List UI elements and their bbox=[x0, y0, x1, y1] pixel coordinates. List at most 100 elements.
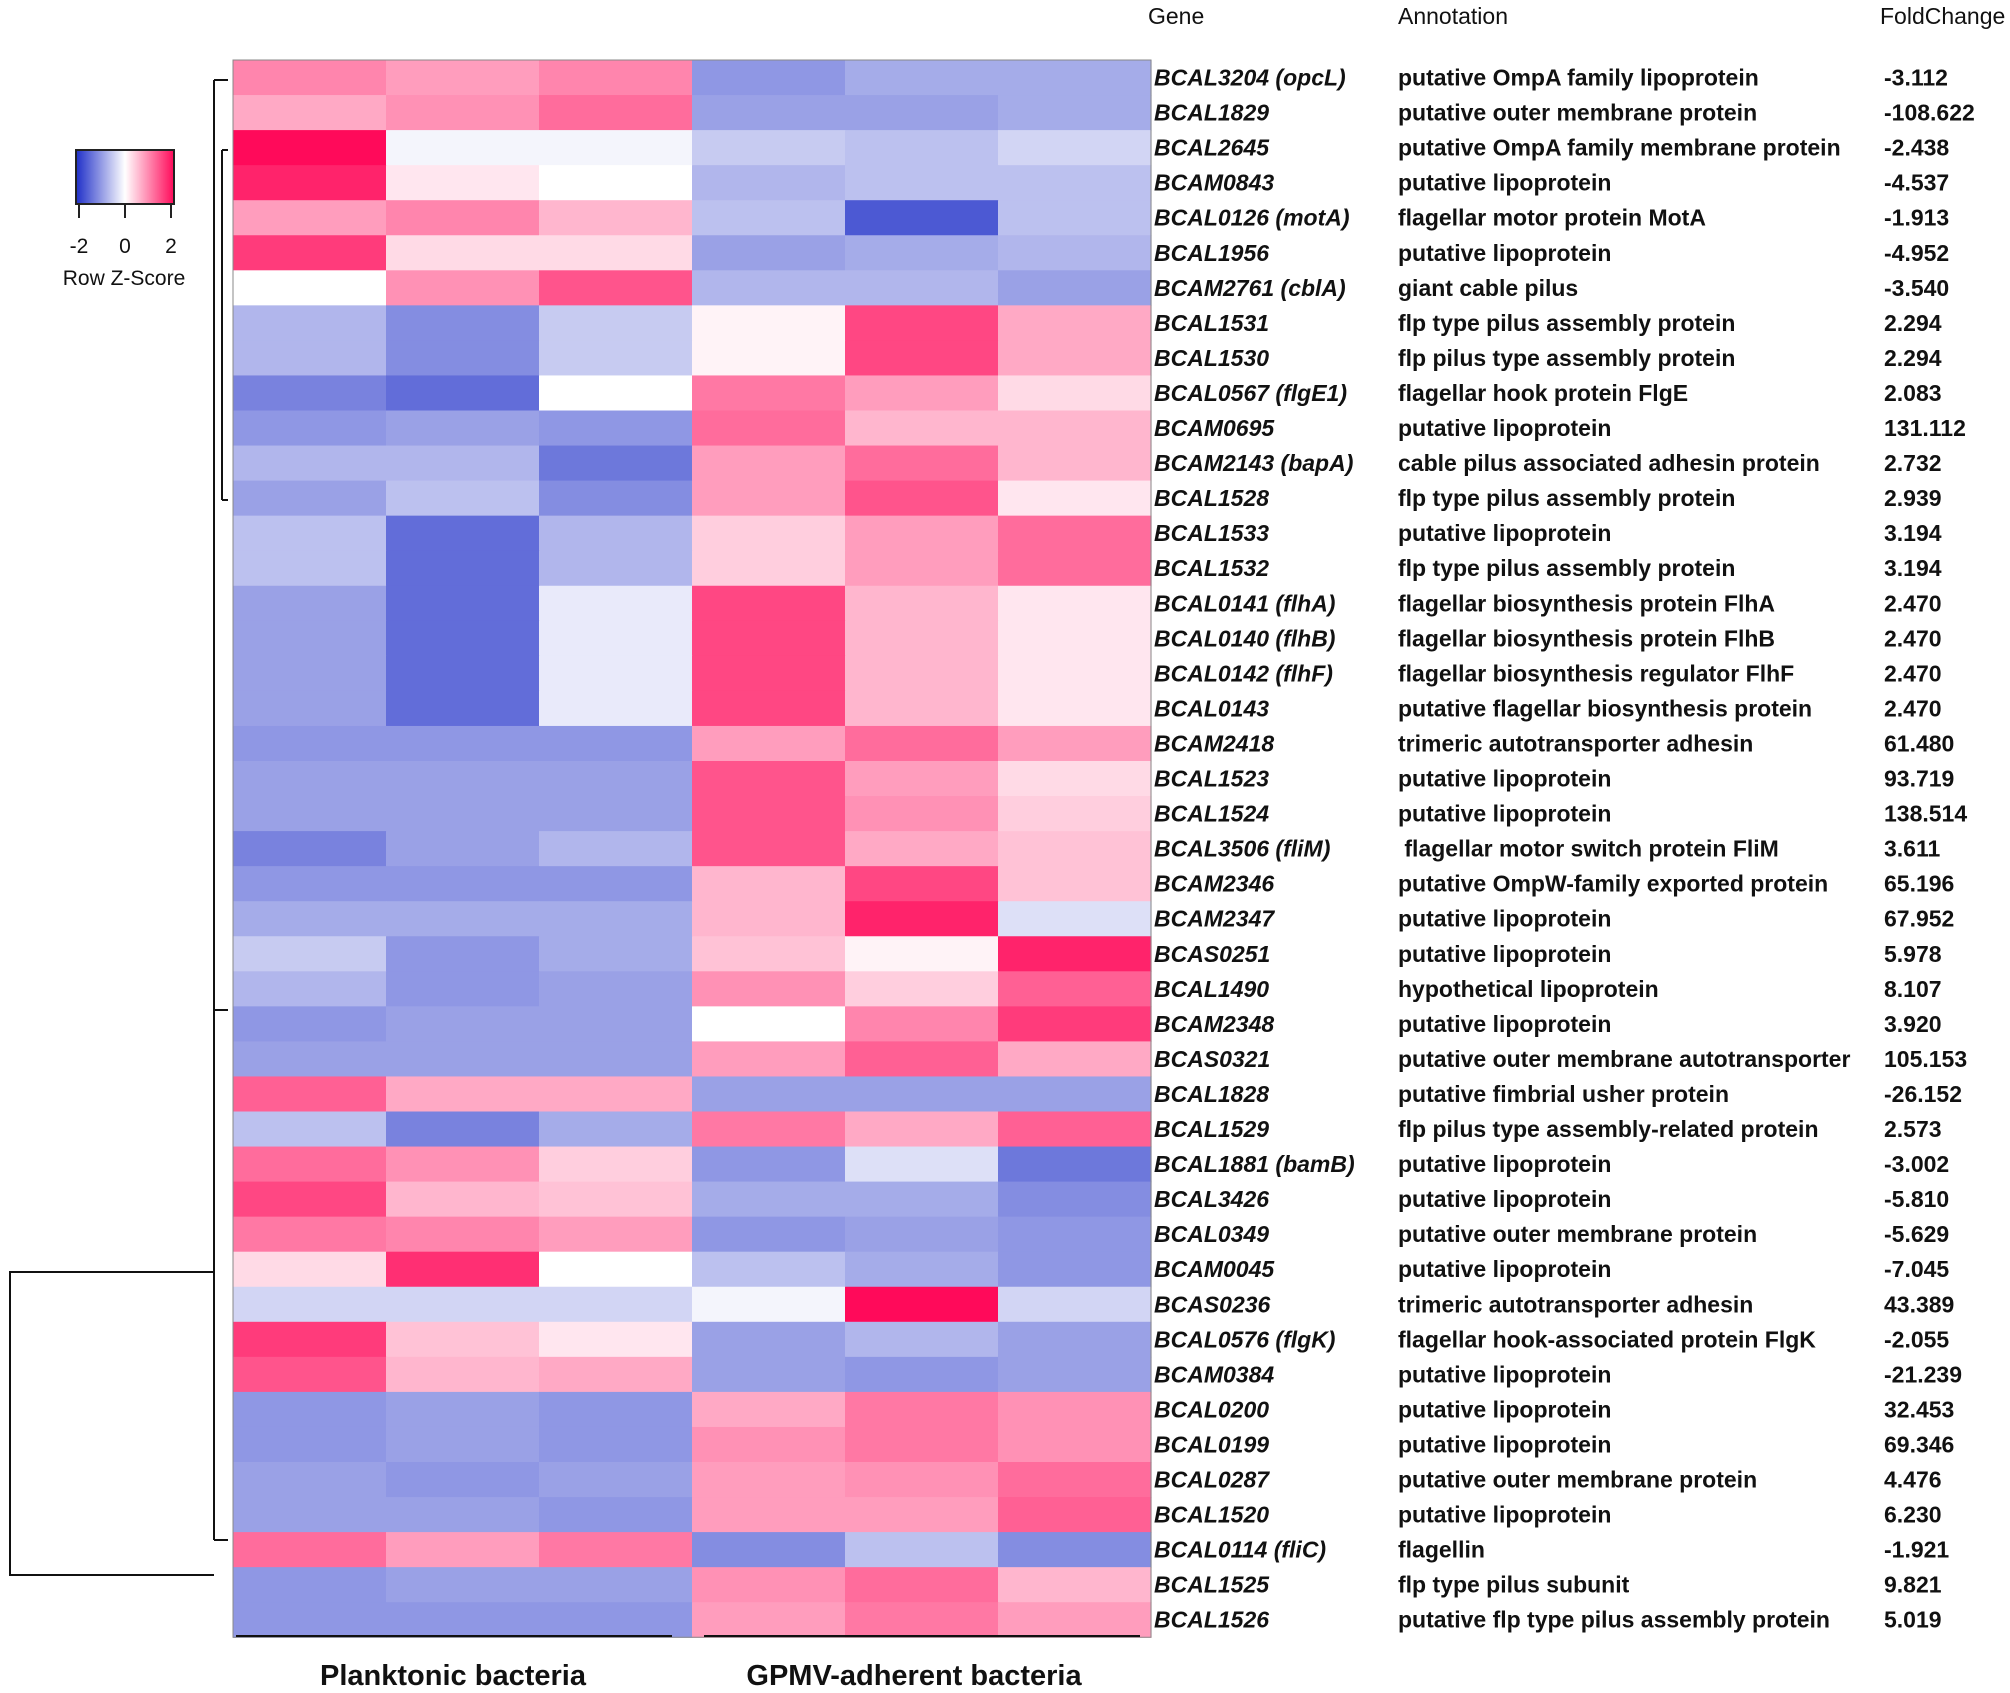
heatmap-cell bbox=[539, 1391, 693, 1428]
heatmap-cell bbox=[539, 1462, 693, 1498]
heatmap-cell bbox=[233, 375, 387, 412]
heatmap-cell bbox=[998, 1497, 1152, 1533]
heatmap-cell bbox=[692, 1041, 846, 1078]
row-fold-change-label: -1.921 bbox=[1884, 1537, 1949, 1563]
heatmap-cell bbox=[692, 1111, 846, 1148]
row-fold-change-label: -5.629 bbox=[1884, 1221, 1949, 1247]
heatmap-cell bbox=[539, 1216, 693, 1253]
heatmap-cell bbox=[845, 1356, 999, 1393]
row-fold-change-label: -1.913 bbox=[1884, 205, 1949, 231]
heatmap-cell bbox=[233, 340, 387, 377]
color-key-legend: -2 0 2 Row Z-Score bbox=[63, 149, 186, 290]
heatmap-cell bbox=[845, 130, 999, 166]
heatmap-cell bbox=[233, 725, 387, 762]
heatmap-cell bbox=[692, 690, 846, 727]
heatmap-cell bbox=[845, 796, 999, 832]
row-gene-label: BCAL0143 bbox=[1154, 695, 1269, 721]
heatmap-cell bbox=[539, 130, 693, 166]
heatmap-cell bbox=[998, 1532, 1152, 1568]
heatmap-cell bbox=[539, 1567, 693, 1603]
heatmap-cell bbox=[692, 971, 846, 1007]
row-annotation-label: flagellar biosynthesis protein FlhA bbox=[1398, 590, 1775, 616]
heatmap-cell bbox=[539, 1251, 693, 1288]
heatmap-cell bbox=[692, 655, 846, 692]
heatmap-cell bbox=[998, 1567, 1152, 1603]
row-gene-label: BCAM2418 bbox=[1154, 730, 1274, 756]
heatmap-cell bbox=[539, 445, 693, 482]
heatmap-cell bbox=[845, 1602, 999, 1638]
row-fold-change-label: 61.480 bbox=[1884, 730, 1954, 756]
heatmap-cell bbox=[692, 515, 846, 552]
heatmap-cell bbox=[386, 1041, 540, 1078]
heatmap-cell bbox=[386, 410, 540, 447]
heatmap-cell bbox=[692, 620, 846, 657]
row-dendrogram bbox=[9, 79, 228, 1576]
row-fold-change-label: 138.514 bbox=[1884, 801, 1967, 827]
heatmap-cell bbox=[845, 1251, 999, 1288]
row-gene-label: BCAL0141 (flhA) bbox=[1154, 590, 1335, 616]
heatmap-cell bbox=[692, 165, 846, 201]
heatmap-cell bbox=[998, 1462, 1152, 1498]
heatmap-cell bbox=[998, 936, 1152, 972]
heatmap-cell bbox=[539, 1321, 693, 1358]
row-annotation-label: flp type pilus assembly protein bbox=[1398, 310, 1735, 336]
heatmap-cell bbox=[998, 410, 1152, 447]
color-key-title: Row Z-Score bbox=[63, 267, 186, 290]
row-gene-label: BCAL1828 bbox=[1154, 1081, 1269, 1107]
heatmap-cell bbox=[692, 1426, 846, 1463]
heatmap-cell bbox=[692, 1602, 846, 1638]
heatmap-cell bbox=[386, 725, 540, 762]
row-fold-change-label: 2.083 bbox=[1884, 380, 1942, 406]
heatmap-cell bbox=[998, 480, 1152, 517]
heatmap-cells bbox=[232, 59, 1152, 1638]
heatmap-cell bbox=[845, 165, 999, 201]
heatmap-cell bbox=[692, 305, 846, 341]
heatmap-cell bbox=[998, 1391, 1152, 1428]
row-annotation-label: flagellar biosynthesis regulator FlhF bbox=[1398, 660, 1794, 686]
row-gene-label: BCAL1530 bbox=[1154, 345, 1269, 371]
heatmap-cell bbox=[386, 1321, 540, 1358]
heatmap-cell bbox=[233, 1286, 387, 1323]
heatmap-cell bbox=[692, 340, 846, 377]
row-fold-change-label: -2.055 bbox=[1884, 1326, 1949, 1352]
row-annotation-label: putative lipoprotein bbox=[1398, 1502, 1611, 1528]
row-gene-label: BCAL1523 bbox=[1154, 766, 1269, 792]
row-gene-label: BCAL0576 (flgK) bbox=[1154, 1326, 1335, 1352]
row-fold-change-label: -108.622 bbox=[1884, 100, 1975, 126]
heatmap-cell bbox=[386, 655, 540, 692]
row-gene-label: BCAS0251 bbox=[1154, 941, 1270, 967]
row-annotation-label: putative lipoprotein bbox=[1398, 801, 1611, 827]
heatmap-cell bbox=[845, 585, 999, 622]
heatmap-cell bbox=[845, 936, 999, 972]
heatmap-cell bbox=[233, 1391, 387, 1428]
heatmap-cell bbox=[692, 1462, 846, 1498]
heatmap-cell bbox=[386, 1216, 540, 1253]
heatmap-cell bbox=[845, 550, 999, 587]
row-gene-label: BCAM0843 bbox=[1154, 170, 1274, 196]
row-gene-label: BCAL0142 (flhF) bbox=[1154, 660, 1333, 686]
heatmap-cell bbox=[845, 1111, 999, 1148]
row-gene-label: BCAL1956 bbox=[1154, 240, 1269, 266]
heatmap-cell bbox=[539, 1181, 693, 1218]
heatmap-cell bbox=[233, 866, 387, 902]
heatmap-cell bbox=[998, 1181, 1152, 1218]
heatmap-cell bbox=[998, 655, 1152, 692]
row-annotation-label: putative lipoprotein bbox=[1398, 240, 1611, 266]
row-annotation-label: flp type pilus subunit bbox=[1398, 1572, 1630, 1598]
heatmap-cell bbox=[845, 866, 999, 902]
heatmap-cell bbox=[539, 761, 693, 797]
heatmap-cell bbox=[539, 375, 693, 412]
row-fold-change-label: -21.239 bbox=[1884, 1361, 1962, 1387]
heatmap-cell bbox=[539, 95, 693, 131]
row-annotation-label: flp type pilus assembly protein bbox=[1398, 555, 1735, 581]
heatmap-cell bbox=[386, 445, 540, 482]
row-annotation-label: putative lipoprotein bbox=[1398, 1361, 1611, 1387]
row-gene-label: BCAL1490 bbox=[1154, 976, 1269, 1002]
heatmap-cell bbox=[998, 375, 1152, 412]
heatmap-cell bbox=[845, 1006, 999, 1042]
row-fold-change-label: 32.453 bbox=[1884, 1396, 1954, 1422]
header-gene: Gene bbox=[1148, 3, 1204, 29]
heatmap-cell bbox=[845, 515, 999, 552]
row-fold-change-label: 105.153 bbox=[1884, 1046, 1967, 1072]
heatmap-cell bbox=[998, 305, 1152, 341]
